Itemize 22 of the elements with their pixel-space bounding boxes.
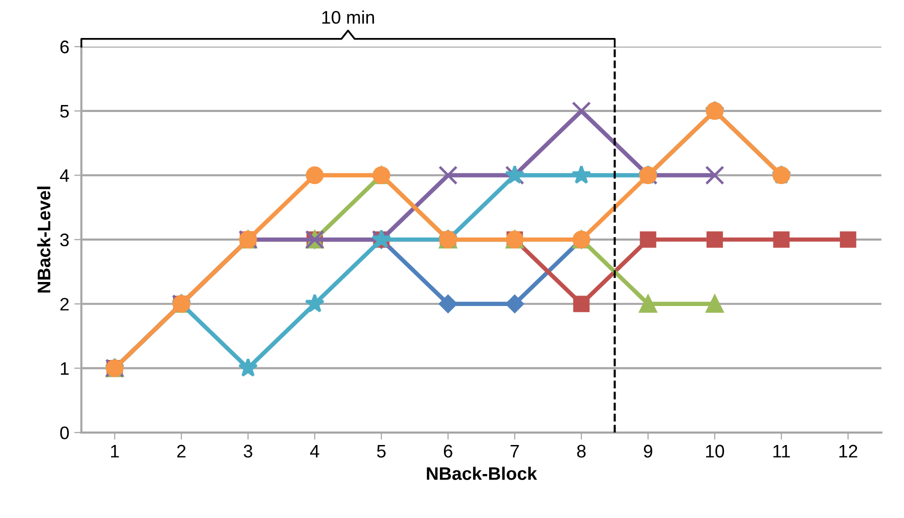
y-tick-label: 2: [60, 298, 69, 310]
y-tick-label: 0: [60, 426, 69, 440]
x-tick-label: 2: [177, 444, 186, 458]
x-tick-label: 10: [706, 444, 724, 458]
x-tick-label: 7: [510, 445, 519, 458]
x-tick-label: 1: [111, 445, 119, 458]
x-tick-label: 5: [377, 445, 386, 458]
y-tick-label: 1: [60, 362, 69, 375]
y-tick-label: 6: [60, 40, 69, 54]
x-tick-label: 12: [839, 444, 858, 458]
x-tick-label: 6: [444, 444, 452, 458]
x-tick-label: 9: [644, 444, 652, 458]
y-tick-label: 4: [60, 169, 70, 182]
y-tick-label: 3: [60, 234, 69, 246]
y-axis-title: NBack-Level: [37, 186, 50, 293]
x-tick-label: 3: [244, 444, 252, 458]
x-tick-label: 8: [577, 444, 586, 458]
x-tick-label: 11: [773, 445, 790, 458]
x-axis-title: NBack-Block: [426, 466, 538, 480]
x-tick-label: 4: [310, 445, 320, 458]
text: 10 min: [322, 10, 374, 24]
y-tick-label: 5: [60, 105, 69, 118]
